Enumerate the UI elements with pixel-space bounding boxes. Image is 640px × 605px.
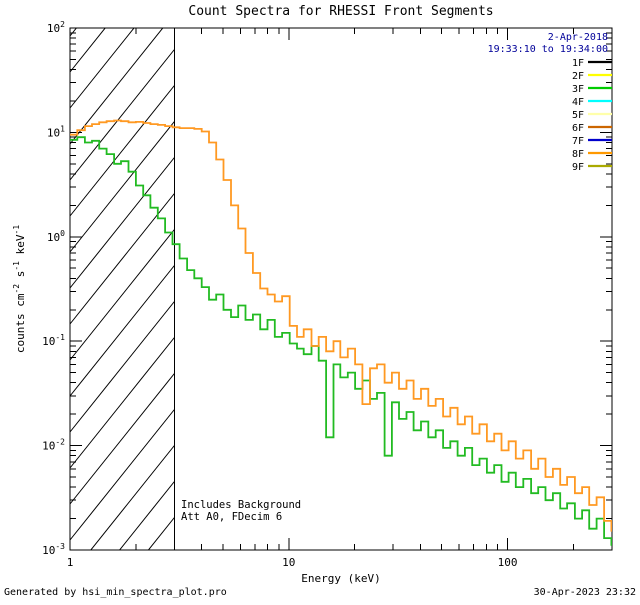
legend-label-6F: 6F	[572, 123, 584, 134]
legend-label-5F: 5F	[572, 110, 584, 121]
chart-title: Count Spectra for RHESSI Front Segments	[188, 4, 493, 19]
legend-label-2F: 2F	[572, 71, 584, 82]
y-axis-label: counts cm-2 s-1 keV-1	[12, 225, 27, 353]
annotation-attenuator-state: Att A0, FDecim 6	[181, 511, 282, 523]
observation-date: 2-Apr-2018	[548, 32, 608, 43]
y-tick-label: 101	[47, 124, 65, 139]
legend-entries: 1F 2F 3F 4F 5F 6F 7F 8F 9F	[572, 58, 612, 173]
x-tick-label: 10	[282, 556, 295, 569]
y-tick-label: 10-3	[42, 542, 65, 557]
footer-timestamp: 30-Apr-2023 23:32	[534, 587, 636, 598]
x-tick-label: 1	[67, 556, 74, 569]
spectrum-curve-8F	[70, 119, 612, 532]
y-tick-label: 10-1	[42, 333, 65, 348]
legend-label-4F: 4F	[572, 97, 584, 108]
legend-label-1F: 1F	[572, 58, 584, 69]
y-tick-label: 102	[47, 20, 65, 35]
legend-label-9F: 9F	[572, 162, 584, 173]
footer-generated-by: Generated by hsi_min_spectra_plot.pro	[4, 587, 227, 598]
axes-frame-and-ticks: 1 10 100 102 101 100 10-1 10-2 10-3	[42, 20, 613, 569]
y-axis-label: counts cm-2 s-1 keV-1	[12, 225, 27, 353]
legend-label-3F: 3F	[572, 84, 584, 95]
legend-label-8F: 8F	[572, 149, 584, 160]
y-tick-label: 100	[47, 229, 65, 244]
annotation-includes-background: Includes Background	[181, 499, 301, 511]
y-tick-label: 10-2	[42, 438, 65, 453]
x-axis-label: Energy (keV)	[301, 572, 380, 585]
x-tick-label: 100	[498, 556, 518, 569]
legend-label-7F: 7F	[572, 136, 584, 147]
low-energy-hatched-region	[70, 28, 175, 550]
spectrum-curve-3F	[70, 136, 612, 546]
observation-time-range: 19:33:10 to 19:34:00	[488, 44, 608, 55]
spectra-curves	[70, 119, 612, 546]
